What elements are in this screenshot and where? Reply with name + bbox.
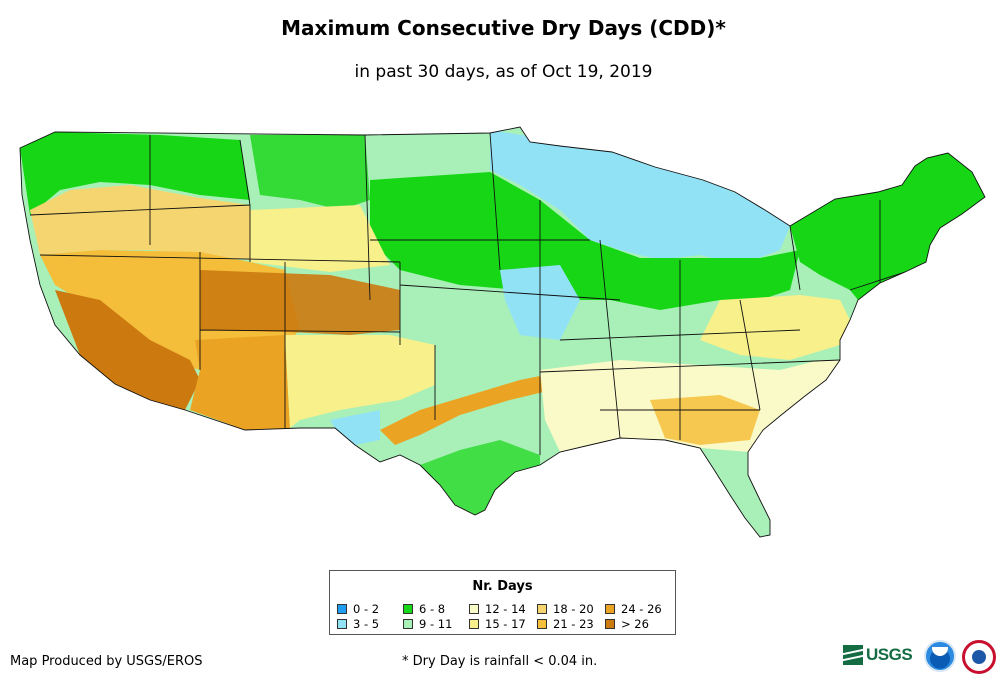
legend-item: 21 - 23 [537, 617, 594, 631]
mid-atlantic-region [700, 295, 850, 360]
legend-swatch [469, 604, 479, 614]
georgia-orange-region [650, 395, 760, 445]
texas-orange-band [380, 372, 560, 445]
utah-colorado-region [200, 270, 400, 335]
legend-item: 9 - 11 [403, 617, 452, 631]
legend-item: 0 - 2 [337, 602, 379, 616]
legend-swatch [605, 604, 615, 614]
map-subtitle: in past 30 days, as of Oct 19, 2019 [354, 62, 653, 82]
legend-label: 15 - 17 [485, 617, 526, 631]
gulf-coast-green-region [420, 440, 540, 515]
arizona-orange-region [190, 335, 290, 430]
legend-label: 3 - 5 [353, 617, 380, 631]
state-boundaries [19, 126, 986, 538]
credit-text: Map Produced by USGS/EROS [10, 654, 203, 669]
legend-swatch [537, 604, 547, 614]
legend-label: 12 - 14 [485, 602, 526, 616]
legend-swatch [337, 619, 347, 629]
florida-region [700, 448, 770, 537]
legend-item: 6 - 8 [403, 602, 445, 616]
usgs-logo: USGS [843, 642, 917, 668]
map-title: Maximum Consecutive Dry Days (CDD)* [281, 16, 726, 40]
nws-logo-icon [962, 640, 996, 674]
legend-swatch [537, 619, 547, 629]
new-mexico-region [285, 335, 435, 428]
usgs-logo-text: USGS [866, 645, 913, 664]
noaa-logo-icon [924, 640, 956, 672]
legend-swatch [337, 604, 347, 614]
legend-item: 24 - 26 [605, 602, 662, 616]
legend-swatch [403, 604, 413, 614]
legend-label: 18 - 20 [553, 602, 594, 616]
legend-label: 9 - 11 [419, 617, 453, 631]
northeast-green-region [790, 153, 985, 300]
legend-label: 0 - 2 [353, 602, 380, 616]
legend-swatch [469, 619, 479, 629]
legend-item: 15 - 17 [469, 617, 526, 631]
legend-item: > 26 [605, 617, 649, 631]
pacific-northwest-green-region [20, 132, 250, 215]
legend-item: 3 - 5 [337, 617, 379, 631]
legend-swatch [605, 619, 615, 629]
northern-rockies-green-region [250, 135, 370, 210]
southwest-brown-region [55, 290, 200, 410]
usgs-mark-icon [843, 645, 863, 665]
footnote-text: * Dry Day is rainfall < 0.04 in. [402, 654, 598, 669]
legend-title: Nr. Days [472, 579, 533, 594]
legend-swatch [403, 619, 413, 629]
midwest-green-region [370, 172, 800, 310]
west-texas-blue-region [330, 410, 380, 445]
legend-label: 21 - 23 [553, 617, 594, 631]
legend-label: 24 - 26 [621, 602, 662, 616]
legend-item: 18 - 20 [537, 602, 594, 616]
colorado-plains-region [250, 205, 390, 272]
great-lakes-region [490, 130, 790, 265]
legend-label: > 26 [621, 617, 649, 631]
legend-item: 12 - 14 [469, 602, 526, 616]
legend-label: 6 - 8 [419, 602, 446, 616]
oregon-idaho-yellow-region [30, 185, 250, 260]
